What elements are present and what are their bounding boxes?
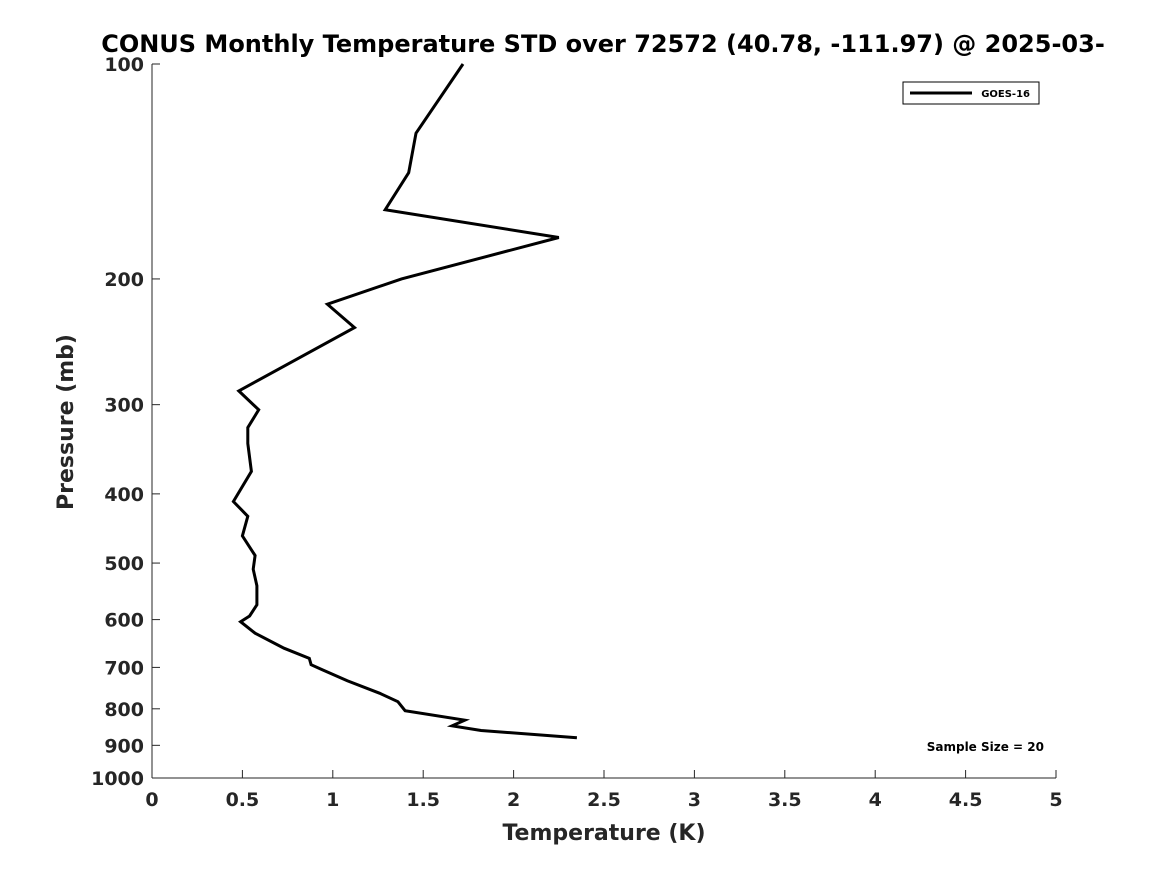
y-tick-label: 400 [104, 484, 144, 506]
x-tick-label: 4.5 [949, 789, 983, 811]
legend-label-goes-16: GOES-16 [981, 89, 1030, 100]
x-tick-label: 0.5 [226, 789, 260, 811]
x-tick-label: 4 [869, 789, 882, 811]
y-tick-label: 700 [104, 657, 144, 679]
sample-size-annotation: Sample Size = 20 [927, 740, 1044, 754]
x-tick-label: 0 [145, 789, 158, 811]
x-tick-label: 3 [688, 789, 701, 811]
y-tick-label: 300 [104, 395, 144, 417]
series-line-goes-16 [231, 63, 578, 740]
x-tick-label: 5 [1049, 789, 1062, 811]
y-tick-label: 600 [104, 610, 144, 632]
chart-title: CONUS Monthly Temperature STD over 72572… [101, 30, 1105, 58]
y-tick-label: 500 [104, 553, 144, 575]
x-tick-label: 1.5 [406, 789, 440, 811]
y-axis-label: Pressure (mb) [54, 334, 79, 510]
x-tick-label: 2 [507, 789, 520, 811]
y-tick-label: 200 [104, 269, 144, 291]
legend: GOES-16 [902, 81, 1040, 105]
y-tick-label: 100 [104, 54, 144, 76]
y-tick-label: 800 [104, 699, 144, 721]
axes [151, 64, 1056, 779]
y-tick-label: 900 [104, 735, 144, 757]
x-axis-label: Temperature (K) [502, 821, 705, 846]
y-tick-label: 1000 [91, 768, 144, 790]
x-tick-label: 2.5 [587, 789, 621, 811]
x-tick-label: 3.5 [768, 789, 802, 811]
series-layer [231, 63, 578, 740]
x-tick-label: 1 [326, 789, 339, 811]
ticks: 0 0.5 1 1.5 2 2.5 3 3.5 4 4.5 5 100 200 300 400 500 600 7… [91, 54, 1063, 811]
